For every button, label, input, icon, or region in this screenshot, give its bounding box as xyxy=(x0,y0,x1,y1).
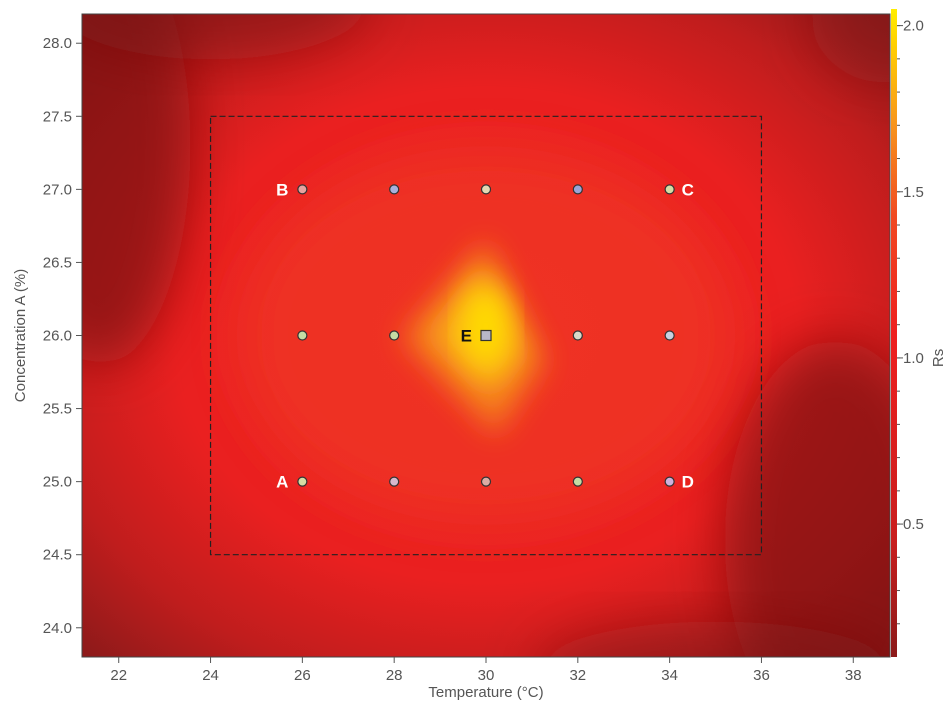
point-label-e: E xyxy=(461,327,472,346)
design-point-marker[interactable] xyxy=(297,184,308,195)
y-tick-label: 26.5 xyxy=(43,254,72,271)
response-surface xyxy=(82,14,890,657)
y-tick-label: 24.5 xyxy=(43,547,72,564)
design-point-marker[interactable] xyxy=(572,476,583,487)
y-tick-label: 24.0 xyxy=(43,620,72,637)
x-axis-title: Temperature (°C) xyxy=(428,684,543,701)
x-tick-label: 36 xyxy=(753,667,770,684)
surface-dark-lobe xyxy=(543,621,888,657)
colorbar-title: Rs xyxy=(930,349,947,367)
design-space-box xyxy=(209,115,763,556)
design-point-marker[interactable] xyxy=(297,476,308,487)
y-tick-label: 25.0 xyxy=(43,474,72,491)
x-tick-label: 24 xyxy=(202,667,219,684)
design-point-marker[interactable] xyxy=(480,184,492,195)
colorbar xyxy=(891,9,897,657)
design-point-marker[interactable] xyxy=(297,330,308,341)
y-axis-title: Concentration A (%) xyxy=(12,269,29,402)
surface-dark-lobe xyxy=(82,14,366,60)
x-tick-label: 26 xyxy=(294,667,311,684)
y-tick-label: 25.5 xyxy=(43,401,72,418)
design-point-marker[interactable] xyxy=(480,476,492,487)
colorbar-tick-label: 0.5 xyxy=(903,516,924,533)
surface-dark-lobe xyxy=(724,340,890,657)
surface-dark-lobe xyxy=(82,14,191,366)
y-tick-label: 28.0 xyxy=(43,35,72,52)
y-tick-label: 27.5 xyxy=(43,108,72,125)
point-label-a: A xyxy=(276,473,288,492)
point-label-d: D xyxy=(682,473,694,492)
design-point-marker[interactable] xyxy=(389,476,400,487)
surface-dark-lobe xyxy=(810,14,890,84)
design-point-marker[interactable] xyxy=(572,330,583,341)
design-point-marker[interactable] xyxy=(664,476,675,487)
colorbar-tick-label: 1.5 xyxy=(903,184,924,201)
point-label-b: B xyxy=(276,180,288,199)
design-point-marker[interactable] xyxy=(389,330,400,341)
design-point-marker[interactable] xyxy=(664,330,675,341)
y-tick-label: 26.0 xyxy=(43,328,72,345)
x-tick-label: 30 xyxy=(478,667,495,684)
point-label-c: C xyxy=(682,180,694,199)
x-tick-label: 22 xyxy=(110,667,127,684)
colorbar-tick-label: 1.0 xyxy=(903,350,924,367)
design-point-marker[interactable] xyxy=(664,184,675,195)
x-tick-label: 38 xyxy=(845,667,862,684)
surface-peak-core xyxy=(462,287,510,368)
colorbar-tick-label: 2.0 xyxy=(903,18,924,35)
y-tick-label: 27.0 xyxy=(43,181,72,198)
design-point-marker[interactable] xyxy=(572,184,583,195)
x-tick-label: 32 xyxy=(569,667,586,684)
center-point-marker[interactable] xyxy=(480,329,492,342)
design-point-marker[interactable] xyxy=(389,184,400,195)
x-tick-label: 34 xyxy=(661,667,678,684)
x-tick-label: 28 xyxy=(386,667,403,684)
